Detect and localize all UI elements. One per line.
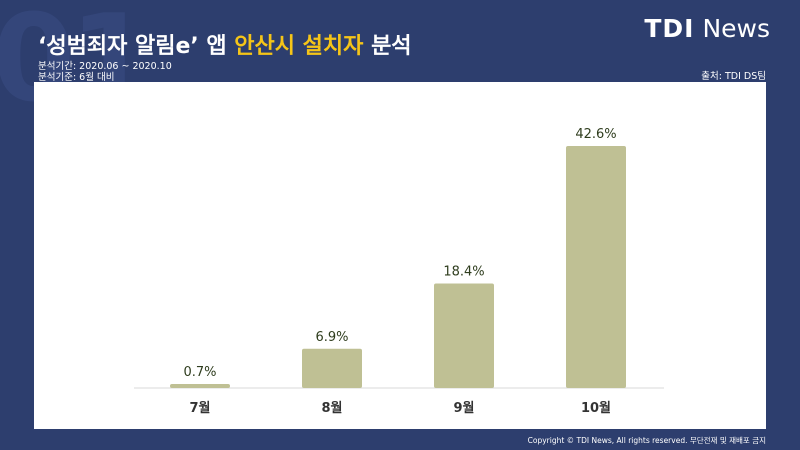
value-label-3: 18.4% [443, 264, 484, 279]
category-label-4: 10월 [581, 400, 611, 416]
value-label-2: 6.9% [315, 330, 348, 345]
category-label-1: 7월 [189, 400, 210, 416]
value-label-4: 42.6% [575, 127, 616, 142]
source-label: 출처: TDI DS팀 [701, 71, 766, 82]
title-part-2: 분석 [363, 34, 412, 59]
bar-2 [302, 348, 362, 388]
copyright-notice: Copyright © TDI News, All rights reserve… [527, 436, 766, 445]
category-label-3: 9월 [453, 400, 474, 416]
analysis-period: 분석기간: 2020.06 ~ 2020.10 [38, 61, 172, 72]
category-label-2: 8월 [321, 400, 342, 416]
bar-4 [566, 146, 626, 388]
title-highlight: 안산시 설치자 [234, 34, 364, 59]
title-part-1: ‘성범죄자 알림e’ 앱 [38, 34, 235, 59]
bar-1 [170, 384, 230, 388]
bar-3 [434, 283, 494, 388]
tdi-news-logo: TDI News [644, 14, 770, 43]
chart-panel: 0.7% 7월 6.9% 8월 18.4% 9월 42.6% 10월 [34, 82, 766, 429]
bar-chart: 0.7% 7월 6.9% 8월 18.4% 9월 42.6% 10월 [134, 127, 664, 416]
analysis-basis: 분석기준: 6월 대비 [38, 72, 115, 83]
page-title: ‘성범죄자 알림e’ 앱 안산시 설치자 분석 [38, 28, 412, 60]
value-label-1: 0.7% [183, 365, 216, 380]
logo-regular-text: News [702, 14, 770, 43]
logo-bold-text: TDI [644, 14, 695, 43]
